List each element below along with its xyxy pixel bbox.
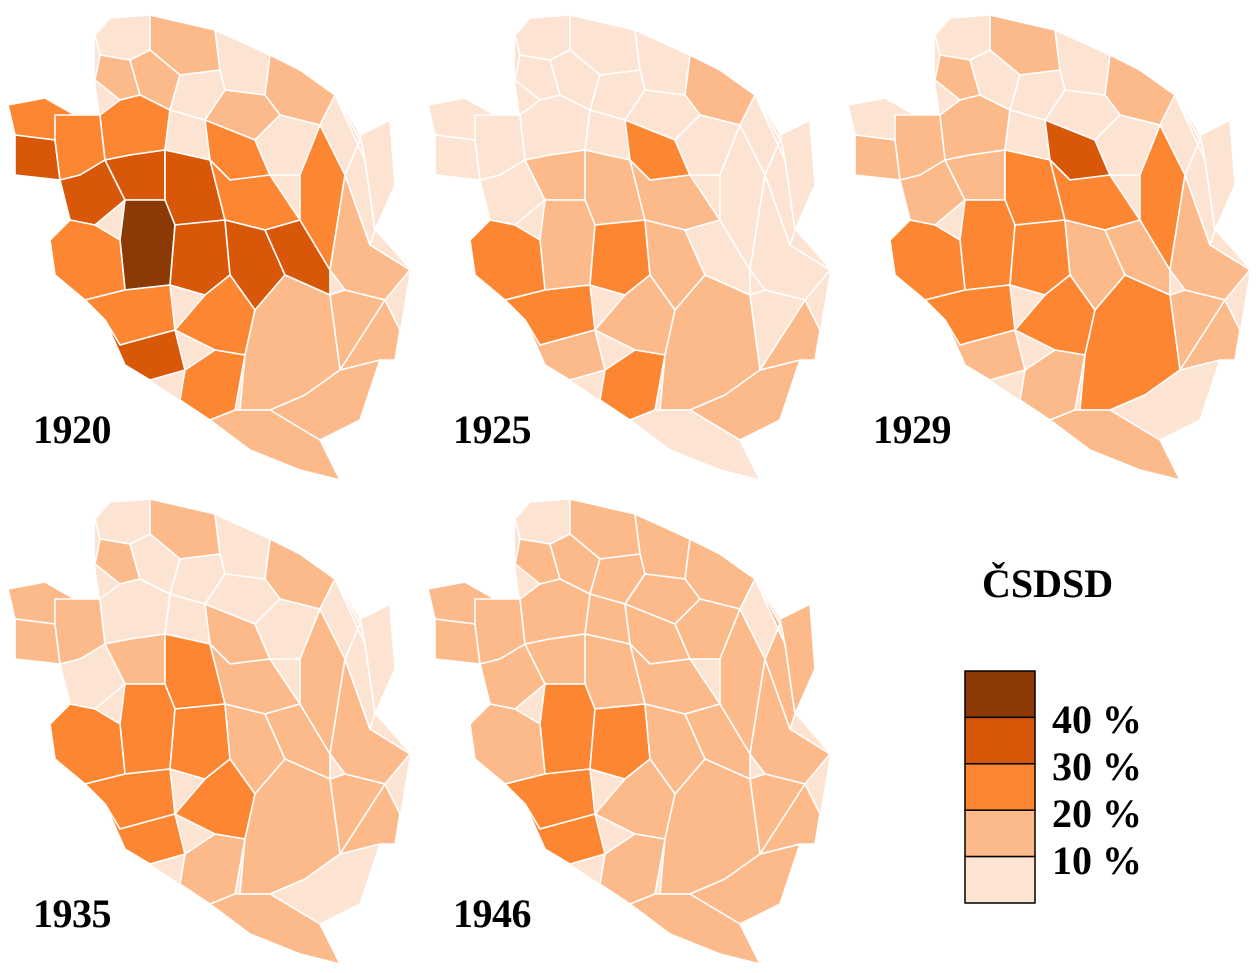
district-1935-6 (14, 618, 61, 665)
legend-label-40: 40 % (1052, 697, 1142, 742)
district-1929-26 (1139, 69, 1216, 246)
district-1935-36 (339, 783, 401, 855)
year-label-1929: 1929 (873, 407, 952, 452)
district-1925-19 (539, 199, 596, 291)
legend-swatch-2 (964, 763, 1036, 811)
district-1929-27 (1199, 119, 1236, 231)
district-1925-21 (469, 219, 546, 301)
district-1920-23 (264, 219, 331, 296)
map-1925 (427, 14, 831, 481)
year-label-1925: 1925 (453, 407, 532, 452)
year-label-1920: 1920 (33, 407, 112, 452)
district-1925-23 (684, 219, 751, 296)
district-1929-19 (959, 199, 1016, 291)
legend-swatch-3 (964, 716, 1036, 765)
legend-label-30: 30 % (1052, 744, 1142, 789)
district-1920-19 (119, 199, 176, 291)
district-1935-27 (359, 603, 396, 715)
district-1946-36 (759, 783, 821, 855)
legend-title: ČSDSD (982, 561, 1114, 606)
district-1925-6 (434, 134, 481, 181)
district-1935-23 (264, 703, 331, 780)
district-1925-27 (779, 119, 816, 231)
year-label-1946: 1946 (453, 891, 532, 936)
district-1925-35 (629, 409, 761, 481)
map-1920 (7, 14, 411, 481)
district-1946-26 (719, 553, 796, 730)
legend-label-10: 10 % (1052, 838, 1142, 883)
district-1946-21 (469, 703, 546, 785)
year-label-1935: 1935 (33, 891, 112, 936)
map-1929 (847, 14, 1251, 481)
district-1935-19 (119, 683, 176, 775)
district-1946-27 (779, 603, 816, 715)
district-1920-21 (49, 219, 126, 301)
district-1946-6 (434, 618, 481, 665)
district-1946-23 (684, 703, 751, 780)
map-1946 (427, 498, 831, 965)
district-1946-35 (629, 893, 761, 965)
district-1920-35 (209, 409, 341, 481)
district-1929-36 (1179, 299, 1241, 371)
district-1935-35 (209, 893, 341, 965)
legend-swatch-4 (964, 670, 1036, 719)
district-1925-26 (719, 69, 796, 246)
legend-swatches (964, 670, 1036, 904)
legend-swatch-1 (964, 809, 1036, 858)
map-1935 (7, 498, 411, 965)
district-1946-19 (539, 683, 596, 775)
district-1920-26 (299, 69, 376, 246)
district-1929-35 (1049, 409, 1181, 481)
district-1929-21 (889, 219, 966, 301)
district-1925-36 (759, 299, 821, 371)
district-1920-36 (339, 299, 401, 371)
district-1935-26 (299, 553, 376, 730)
district-1920-27 (359, 119, 396, 231)
district-1929-23 (1104, 219, 1171, 296)
legend-swatch-0 (964, 855, 1036, 904)
district-1935-21 (49, 703, 126, 785)
district-1929-6 (854, 134, 901, 181)
district-1920-6 (14, 134, 61, 181)
legend-label-20: 20 % (1052, 791, 1142, 836)
